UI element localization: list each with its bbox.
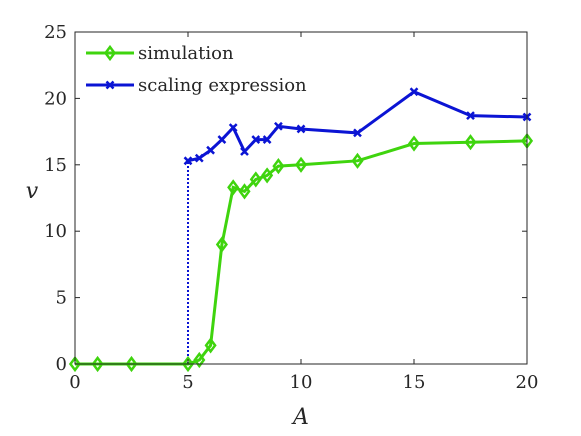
- simulation-marker: [193, 351, 206, 369]
- simulation-marker: [215, 236, 228, 253]
- x-tick-label: 5: [182, 372, 193, 393]
- simulation-marker: [125, 355, 138, 373]
- y-axis-label: v: [26, 179, 39, 204]
- simulation-marker: [261, 167, 274, 184]
- scaling-marker: [194, 153, 204, 163]
- scaling-marker: [206, 145, 215, 155]
- x-tick-label: 10: [290, 372, 313, 393]
- simulation-marker: [204, 337, 217, 354]
- scaling-marker: [466, 111, 475, 121]
- y-tick-label: 15: [44, 155, 67, 176]
- simulation-marker: [181, 355, 195, 373]
- y-tick-label: 10: [44, 221, 67, 242]
- y-tick-label: 20: [44, 88, 67, 109]
- scaling-marker: [228, 123, 238, 132]
- scaling-marker: [274, 121, 283, 131]
- y-tick-label: 25: [44, 22, 67, 43]
- series-simulation: [68, 132, 534, 373]
- scaling-marker: [409, 87, 419, 97]
- simulation-marker: [294, 156, 308, 173]
- y-tick-label: 5: [56, 288, 67, 309]
- scaling-marker: [353, 128, 362, 138]
- simulation-marker: [68, 355, 82, 373]
- scaling-marker: [240, 147, 249, 156]
- simulation-line: [75, 139, 528, 366]
- simulation-marker: [238, 183, 251, 200]
- x-axis-label: A: [291, 405, 309, 430]
- legend: simulation scaling expression: [86, 43, 307, 96]
- simulation-marker: [272, 158, 285, 175]
- simulation-marker: [91, 355, 104, 373]
- legend-label-simulation: simulation: [138, 43, 234, 64]
- x-tick-label: 15: [403, 372, 426, 393]
- scaling-line-upper: [187, 90, 528, 163]
- series-scaling-expression: [75, 87, 532, 366]
- scaling-marker: [296, 124, 306, 134]
- legend-label-scaling-expression: scaling expression: [138, 75, 307, 96]
- simulation-marker: [407, 135, 421, 152]
- legend-marker-simulation: [103, 44, 117, 62]
- scaling-marker: [251, 135, 261, 144]
- series-layer: [68, 87, 534, 373]
- legend-marker-scaling-expression: [105, 80, 115, 90]
- scaling-marker: [262, 135, 272, 144]
- scaling-marker: [183, 156, 193, 166]
- simulation-marker: [227, 179, 240, 196]
- x-tick-label: 0: [69, 372, 80, 393]
- simulation-marker: [351, 152, 364, 169]
- simulation-marker: [464, 134, 477, 151]
- x-tick-label: 20: [516, 372, 539, 393]
- tick-layer: 0 5 10 15 20 0 5 10 15 20 25: [44, 22, 538, 393]
- scaling-marker: [217, 135, 227, 144]
- y-tick-label: 0: [56, 354, 67, 375]
- simulation-marker: [249, 171, 262, 188]
- legend-cross: [105, 80, 115, 90]
- legend-diamond: [103, 44, 117, 62]
